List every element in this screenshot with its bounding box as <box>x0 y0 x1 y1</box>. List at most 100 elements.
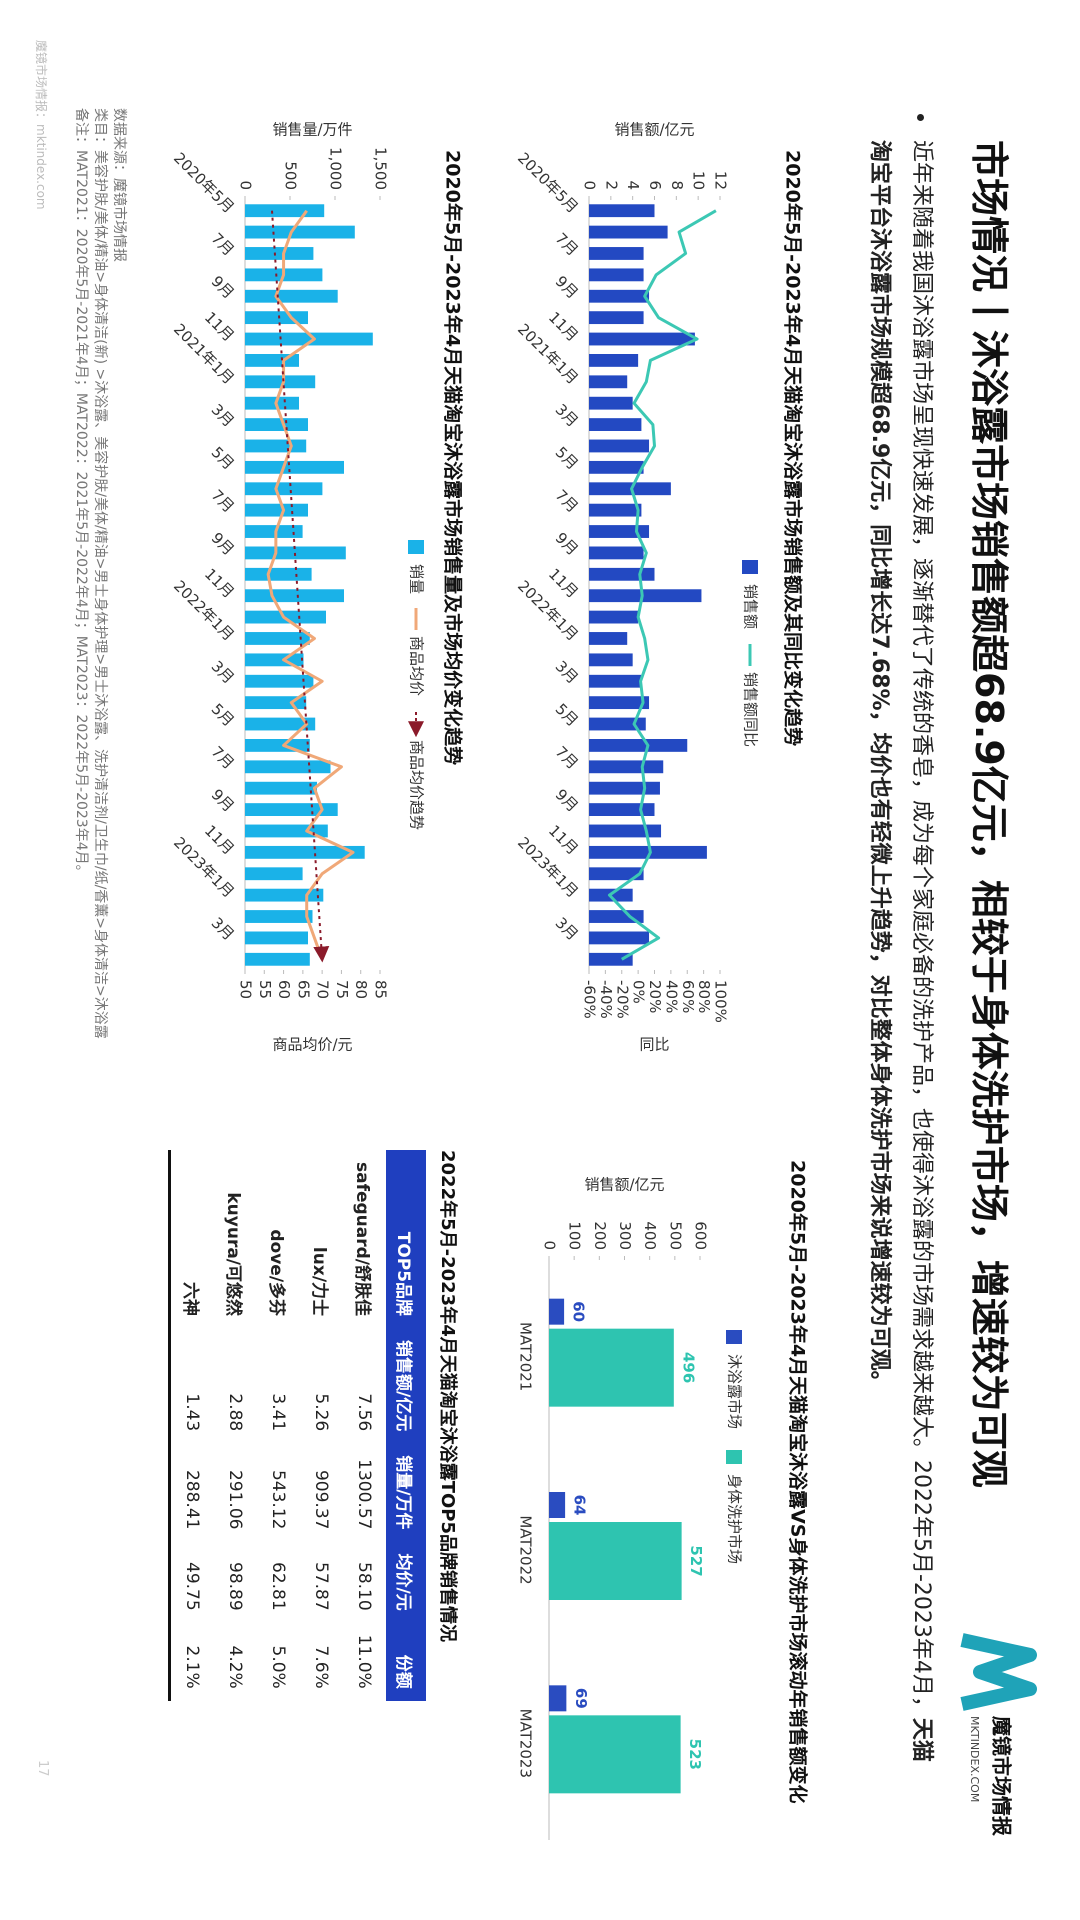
chart-title: 2020年5月-2023年4月天猫淘宝沐浴露市场销售量及市场均价变化趋势 <box>442 150 465 765</box>
table-row: kuyura/可悠然 2.88 291.06 98.89 4.2% <box>214 1150 257 1701</box>
chart-title: 2020年5月-2023年4月天猫淘宝沐浴露市场销售额及其同比变化趋势 <box>782 150 805 746</box>
footnotes: 数据来源：魔镜市场情报 类目：美容护肤/美体/精油>身体清洁(新) >沐浴露、美… <box>71 108 128 1039</box>
bar <box>588 418 642 431</box>
bar <box>588 332 695 346</box>
x-tick-label: 7月 <box>552 743 582 773</box>
bar <box>245 439 307 453</box>
bar <box>245 910 313 923</box>
y2-tick-label: 75 <box>333 980 351 999</box>
y2-tick-label: 80 <box>352 980 370 999</box>
chart-title: 2020年5月-2023年4月天猫淘宝沐浴露VS身体洗护市场滚动年销售额变化 <box>787 1160 810 1803</box>
footnote: 备注：MAT2021：2020年5月-2021年4月；MAT2022：2021年… <box>73 108 89 879</box>
y-tick-label: 500 <box>666 1221 684 1250</box>
value-label: 69 <box>572 1688 590 1709</box>
value-label: 527 <box>687 1545 705 1576</box>
bar <box>244 225 355 239</box>
x-tick-label: 5月 <box>552 700 582 730</box>
bar <box>589 482 671 496</box>
bar <box>589 610 639 624</box>
y-tick-label: 12 <box>712 171 730 190</box>
bar <box>245 375 316 389</box>
legend-label: 商品均价趋势 <box>408 740 426 830</box>
trend-line <box>271 210 330 963</box>
logo <box>960 1633 1037 1711</box>
column-header: TOP5品牌 <box>386 1150 426 1329</box>
x-tick-label: 11月 <box>201 308 238 345</box>
bar <box>244 739 310 752</box>
y-axis-label: 销售量/万件 <box>272 121 352 139</box>
table-cell: 543.12 <box>268 1469 289 1530</box>
table-cell: 7.6% <box>311 1645 332 1689</box>
bar <box>588 931 650 945</box>
table-cell: 1.43 <box>182 1393 203 1432</box>
y2-tick-label: 100% <box>712 980 730 1023</box>
bar <box>245 482 323 496</box>
bar <box>244 824 328 838</box>
table-row: dove/多芬 3.41 543.12 62.81 5.0% <box>257 1150 300 1701</box>
x-tick-label: 3月 <box>552 914 582 944</box>
table-cell: 六神 <box>180 1282 200 1317</box>
legend-label: 销售额 <box>742 584 760 629</box>
bar <box>244 632 310 645</box>
bar <box>245 503 308 517</box>
bar <box>588 289 650 303</box>
x-tick-label: 7月 <box>208 743 238 773</box>
y-tick-label: 4 <box>624 180 642 190</box>
bar <box>589 760 664 774</box>
bar <box>548 1685 567 1712</box>
table-cell: 5.26 <box>311 1393 332 1432</box>
bar <box>589 803 655 817</box>
y2-tick-label: 40% <box>662 980 680 1013</box>
table-cell: 5.0% <box>268 1645 289 1689</box>
x-tick-label: 3月 <box>208 401 238 431</box>
bar <box>245 418 308 431</box>
y-tick-label: 2 <box>602 180 620 190</box>
table-cell: 2.88 <box>225 1393 246 1432</box>
bar <box>589 781 660 795</box>
x-tick-label: 7月 <box>208 486 238 516</box>
legend-swatch <box>726 1450 742 1464</box>
x-tick-label: 9月 <box>208 529 238 559</box>
bar <box>244 952 310 966</box>
bar <box>549 1715 681 1794</box>
y-tick-label: 100 <box>566 1221 584 1250</box>
column-header: 份额 <box>386 1622 426 1701</box>
x-tick-label: 3月 <box>552 657 582 687</box>
x-tick-label: 2020年5月 <box>170 149 238 217</box>
bar <box>588 396 633 410</box>
bar <box>245 354 299 367</box>
logo-name: 魔镜市场情报 <box>990 1716 1014 1836</box>
x-tick-label: 7月 <box>552 486 582 516</box>
x-tick-label: 5月 <box>552 443 582 473</box>
bar <box>589 567 655 581</box>
table-cell: 288.41 <box>182 1469 203 1530</box>
y2-axis-label: 同比 <box>639 1036 669 1054</box>
page-title: 市场情况丨沐浴露市场销售额超68.9亿元，相较于身体洗护市场，增速较为可观 <box>967 140 1011 1488</box>
bar <box>589 632 628 645</box>
x-tick-label: 7月 <box>208 229 238 259</box>
y2-tick-label: 55 <box>256 980 274 999</box>
bar <box>245 396 299 410</box>
y-tick-label: 600 <box>692 1221 710 1250</box>
x-tick-label: 11月 <box>545 822 582 859</box>
bar <box>549 1522 682 1600</box>
bar <box>589 375 628 389</box>
bar <box>588 503 642 517</box>
table-cell: 57.87 <box>311 1562 332 1611</box>
bar <box>245 589 344 603</box>
table-cell: 98.89 <box>225 1562 246 1611</box>
bar <box>245 247 314 260</box>
x-tick-label: 9月 <box>552 786 582 816</box>
bar <box>589 247 644 260</box>
table-cell: safeguard/舒肤佳 <box>352 1162 372 1317</box>
y2-tick-label: 50 <box>237 980 255 999</box>
bar <box>245 845 365 859</box>
bar <box>589 910 644 923</box>
bar <box>245 717 316 731</box>
x-tick-label: 3月 <box>208 657 238 687</box>
table-cell: 909.37 <box>311 1469 332 1530</box>
y2-tick-label: 20% <box>646 980 664 1013</box>
legend-label: 身体洗护市场 <box>726 1474 744 1564</box>
line <box>607 209 717 961</box>
